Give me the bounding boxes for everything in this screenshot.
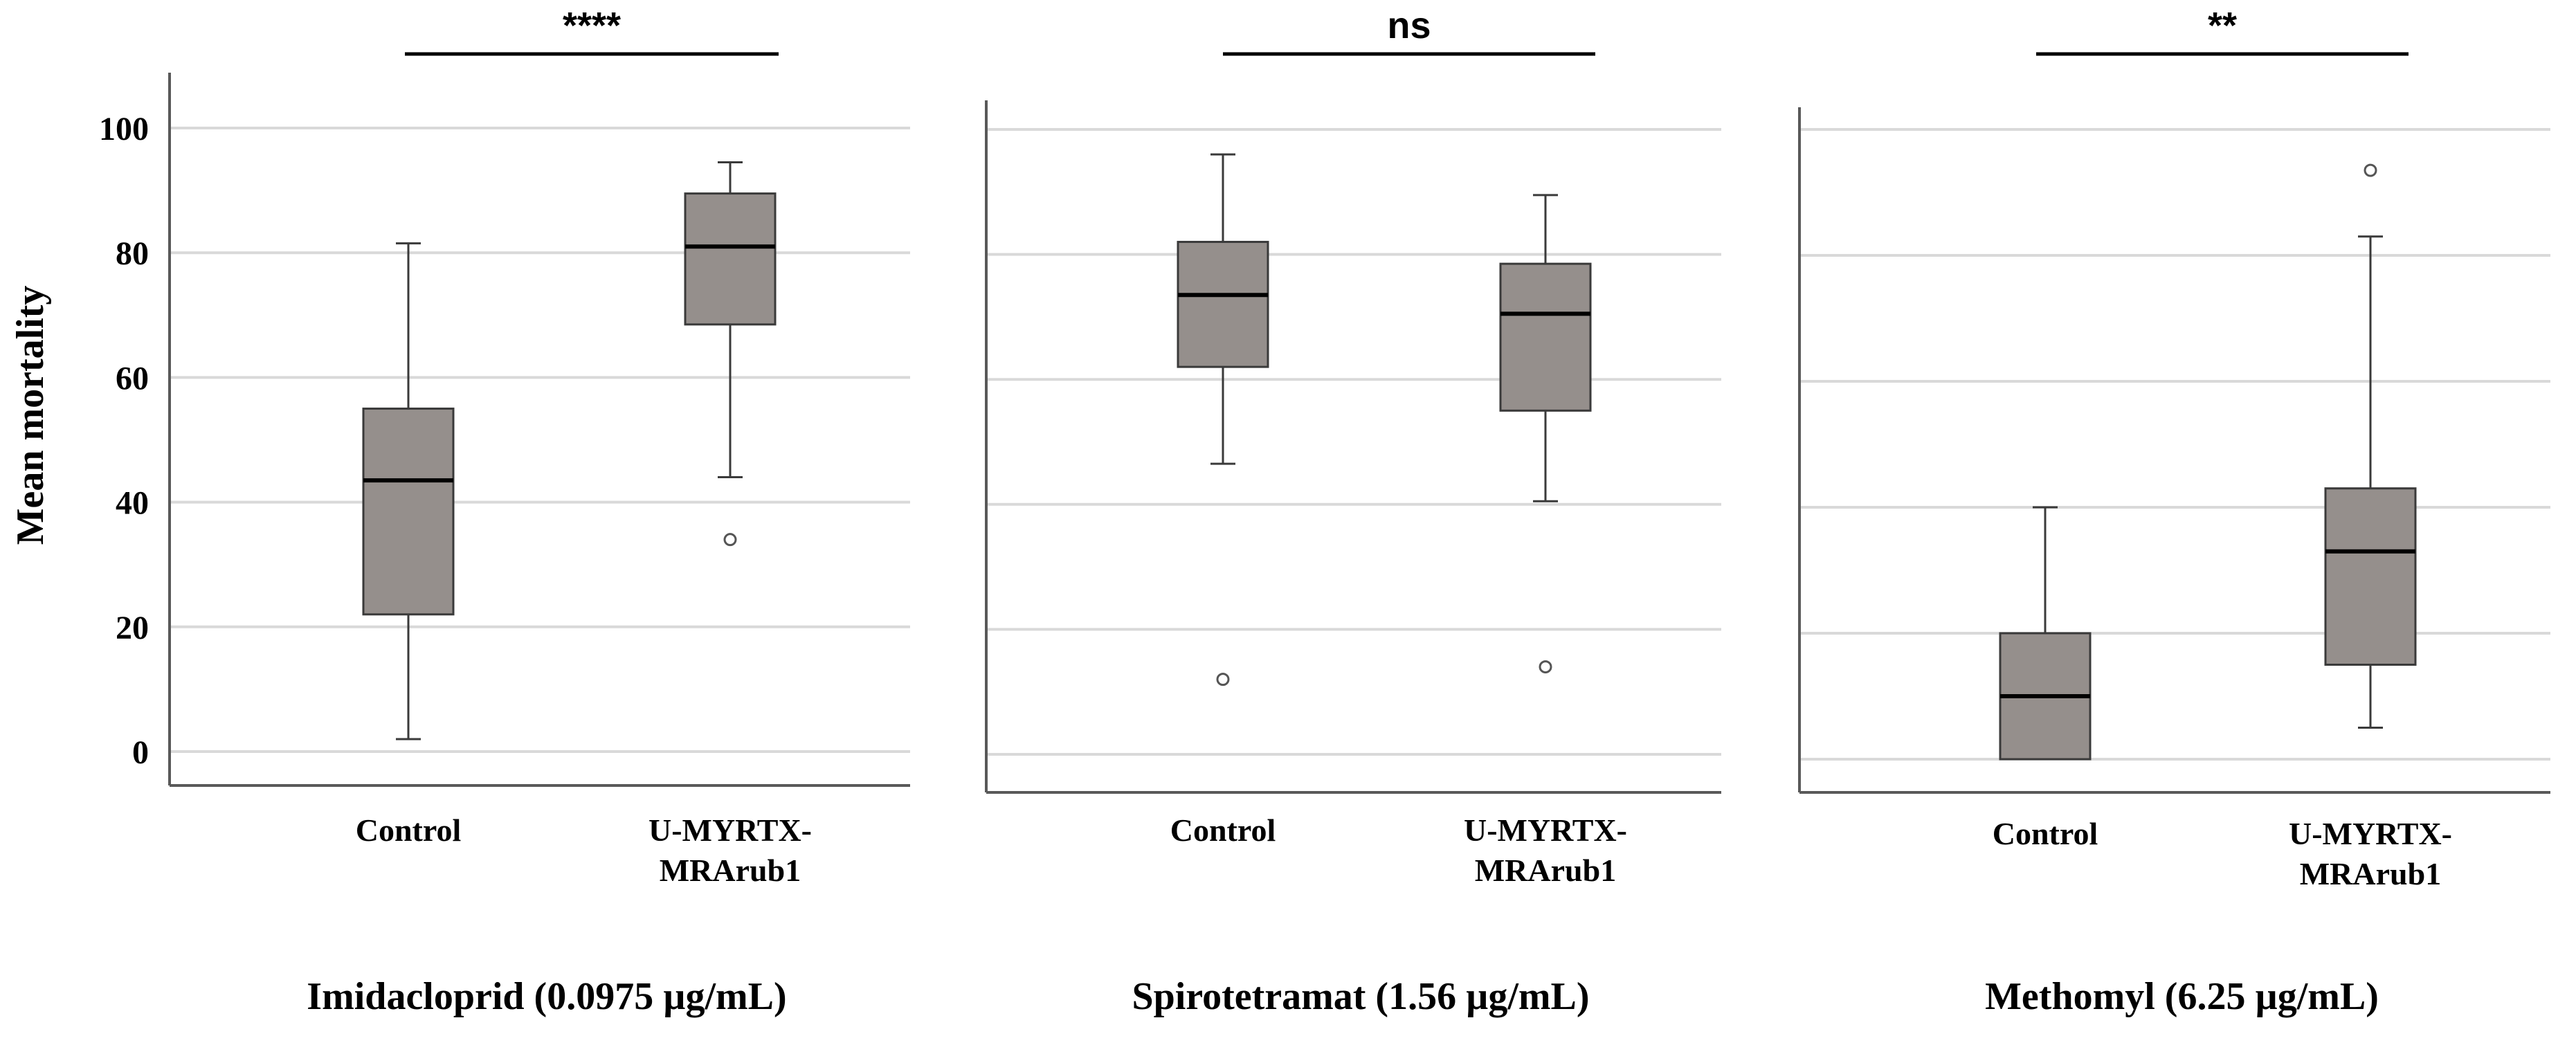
iqr-box [684,192,777,326]
category-label: U-MYRTX- [648,812,812,848]
category-label: MRArub1 [1475,853,1616,888]
outlier-point [2364,163,2377,177]
significance-label: ns [1387,5,1431,46]
panel-title: Spirotetramat (1.56 µg/mL) [1132,975,1589,1018]
significance-label: ** [2208,5,2237,46]
y-tick-label: 0 [132,734,149,771]
iqr-box [1177,241,1269,368]
y-tick-label: 20 [116,610,149,646]
y-tick-label: 60 [116,360,149,397]
category-label: Control [1993,816,2098,851]
outlier-point [1216,673,1230,687]
category-label: U-MYRTX- [2289,816,2452,851]
category-label: MRArub1 [660,853,801,888]
y-tick-label: 80 [116,235,149,272]
iqr-box [362,407,455,616]
outlier-point [723,533,737,547]
category-label: Control [356,812,462,848]
iqr-box [2324,487,2417,666]
y-axis-label: Mean mortality [9,286,52,545]
panel-title: Methomyl (6.25 µg/mL) [1985,975,2379,1018]
significance-label: **** [563,5,621,46]
category-label: U-MYRTX- [1464,812,1627,848]
outlier-point [1539,660,1552,674]
category-label: Control [1170,812,1276,848]
iqr-box [1499,262,1592,412]
category-label: MRArub1 [2300,856,2441,891]
panel-title: Imidacloprid (0.0975 µg/mL) [307,975,786,1018]
y-tick-label: 100 [99,111,149,147]
y-tick-label: 40 [116,485,149,522]
